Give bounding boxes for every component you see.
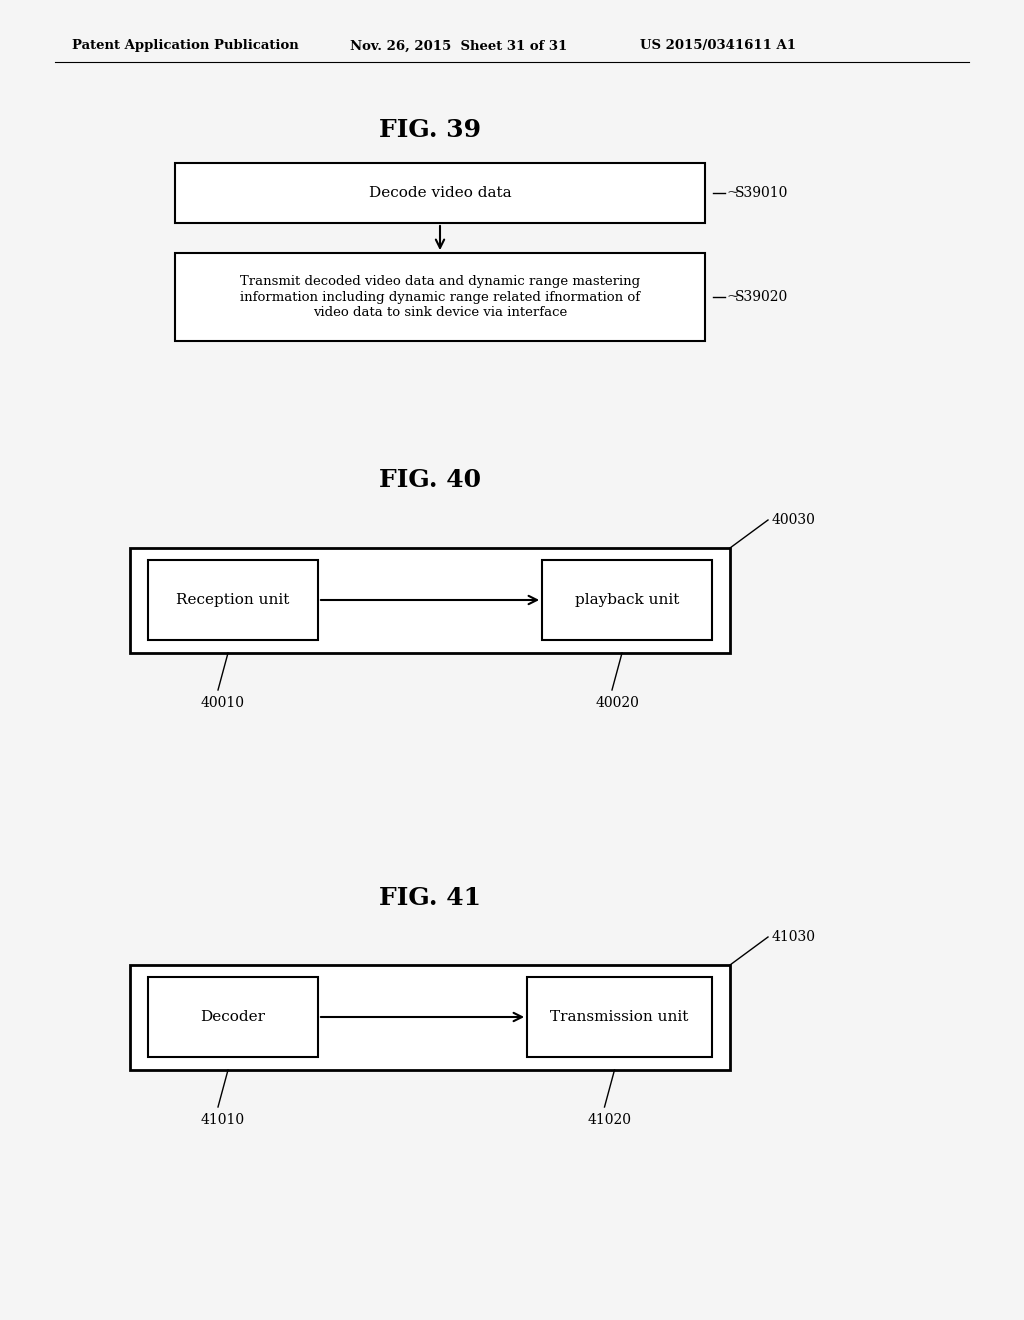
Text: playback unit: playback unit bbox=[574, 593, 679, 607]
Bar bbox=[130, 965, 730, 1071]
Text: FIG. 41: FIG. 41 bbox=[379, 886, 481, 909]
Text: 40010: 40010 bbox=[201, 696, 245, 710]
Bar bbox=[175, 253, 705, 341]
Text: Transmit decoded video data and dynamic range mastering
information including dy: Transmit decoded video data and dynamic … bbox=[240, 276, 640, 318]
Text: Reception unit: Reception unit bbox=[176, 593, 290, 607]
Text: ~: ~ bbox=[726, 186, 738, 201]
Text: Decode video data: Decode video data bbox=[369, 186, 511, 201]
Text: 41020: 41020 bbox=[588, 1113, 632, 1127]
Text: Nov. 26, 2015  Sheet 31 of 31: Nov. 26, 2015 Sheet 31 of 31 bbox=[350, 40, 567, 53]
Text: 40030: 40030 bbox=[772, 513, 816, 527]
Bar bbox=[130, 548, 730, 653]
Text: S39010: S39010 bbox=[735, 186, 788, 201]
Bar bbox=[175, 162, 705, 223]
Text: Transmission unit: Transmission unit bbox=[550, 1010, 689, 1024]
Text: 40020: 40020 bbox=[595, 696, 639, 710]
Text: S39020: S39020 bbox=[735, 290, 788, 304]
Bar bbox=[527, 977, 712, 1057]
Text: FIG. 40: FIG. 40 bbox=[379, 469, 481, 492]
Text: US 2015/0341611 A1: US 2015/0341611 A1 bbox=[640, 40, 796, 53]
Bar bbox=[148, 560, 318, 640]
Text: Patent Application Publication: Patent Application Publication bbox=[72, 40, 299, 53]
Bar bbox=[148, 977, 318, 1057]
Text: ~: ~ bbox=[726, 290, 738, 304]
Text: 41030: 41030 bbox=[772, 931, 816, 944]
Text: FIG. 39: FIG. 39 bbox=[379, 117, 481, 143]
Text: Decoder: Decoder bbox=[201, 1010, 265, 1024]
Bar bbox=[542, 560, 712, 640]
Text: 41010: 41010 bbox=[201, 1113, 245, 1127]
